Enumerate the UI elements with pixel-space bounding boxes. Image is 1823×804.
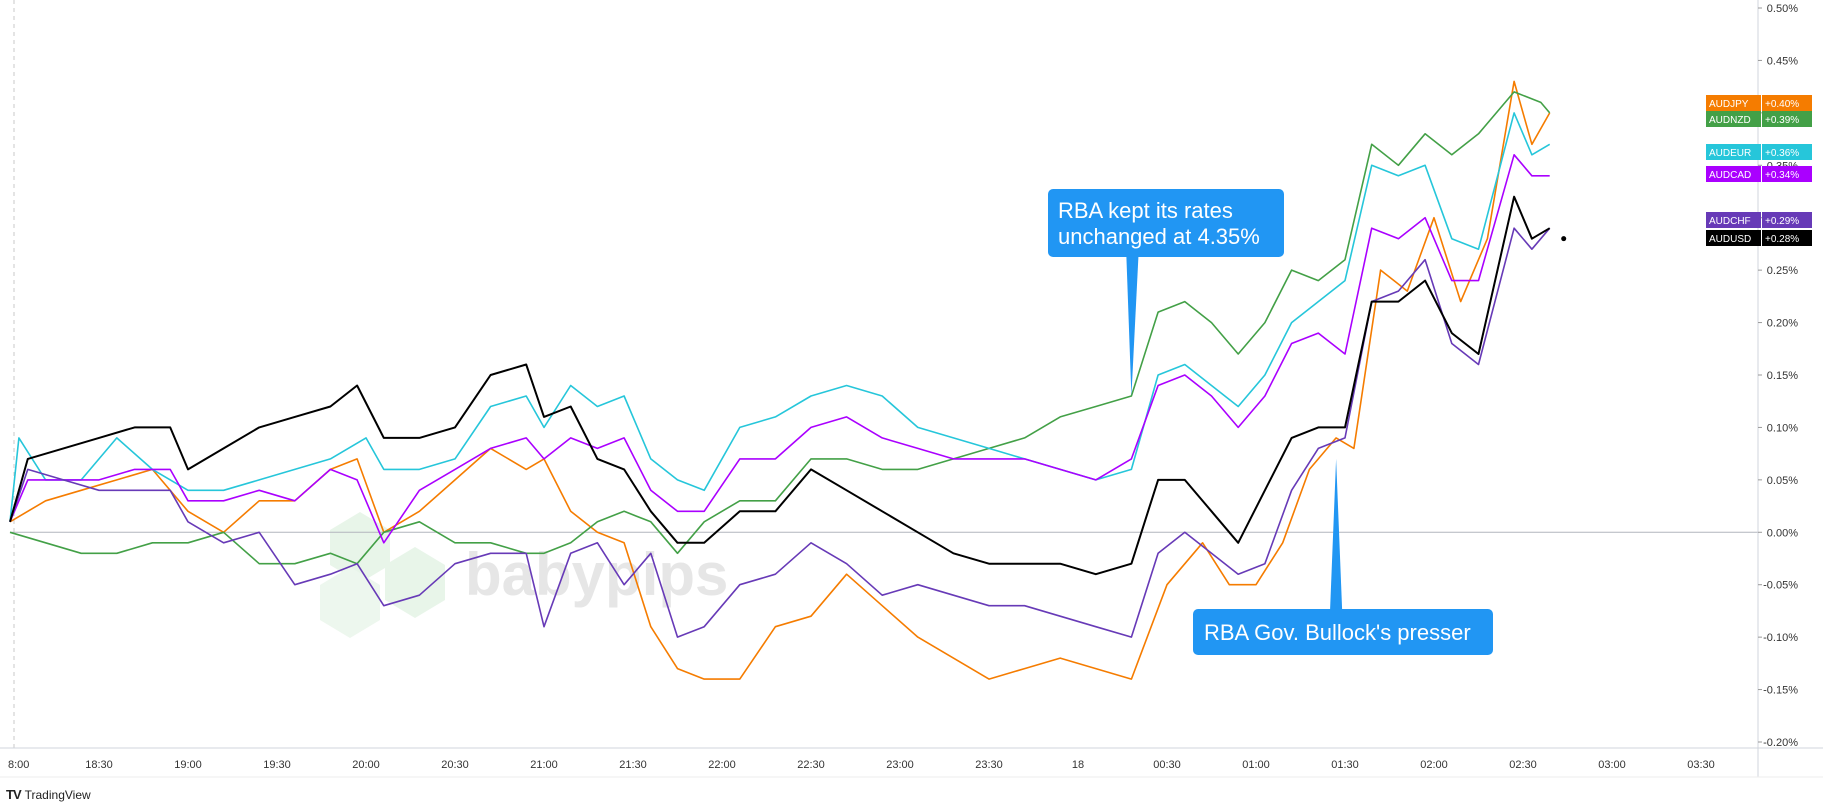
badge-name: AUDCAD [1709,170,1751,181]
badge-value: +0.39% [1765,115,1799,126]
badge-name: AUDCHF [1709,216,1751,227]
tradingview-logo-icon: TV [6,787,22,802]
badge-name: AUDJPY [1709,99,1749,110]
callout-box [1193,609,1493,655]
x-tick-label: 18 [1072,759,1084,771]
series-badges: AUDJPY +0.40% AUDNZD +0.39% AUDEUR +0.36% AUDC… [1706,95,1812,246]
badge-value: +0.29% [1765,216,1799,227]
brand: TV TradingView [6,787,91,802]
y-tick-label: 0.50% [1767,3,1798,15]
y-tick-label: 0.10% [1767,422,1798,434]
badge-name: AUDNZD [1709,115,1751,126]
watermark-hexagon [320,567,380,638]
series-line-audnzd [9,91,1551,565]
x-tick-label: 19:00 [174,759,202,771]
x-tick-label: 20:30 [441,759,469,771]
badge-value-bg [1762,111,1812,127]
badge-name-bg [1706,144,1761,160]
badge-name: AUDUSD [1709,234,1751,245]
x-tick-label: 01:30 [1331,759,1359,771]
badge-name-bg [1706,111,1761,127]
watermark-hexagon [385,547,445,618]
series-line-audusd [9,195,1551,576]
last-price-dot [1561,236,1567,242]
x-tick-label: 01:00 [1242,759,1270,771]
x-tick-label: 00:30 [1153,759,1181,771]
badge-audjpy: AUDJPY +0.40% [1706,95,1812,111]
badge-audcad: AUDCAD +0.34% [1706,166,1812,182]
x-tick-label: 23:30 [975,759,1003,771]
callout-box [1048,189,1284,257]
x-tick-label: 8:00 [8,759,29,771]
badge-audeur: AUDEUR +0.36% [1706,144,1812,160]
y-tick-label: 0.45% [1767,55,1798,67]
x-tick-label: 03:00 [1598,759,1626,771]
y-tick-label: -0.20% [1763,737,1798,749]
y-tick-label: 0.00% [1767,527,1798,539]
callout-pointer [1330,458,1343,609]
watermark-text: babypips [465,541,728,608]
badge-value: +0.34% [1765,170,1799,181]
series-line-audjpy [9,80,1551,680]
series-line-audcad [9,154,1550,544]
badge-audnzd: AUDNZD +0.39% [1706,111,1812,127]
x-tick-label: 22:30 [797,759,825,771]
series-line-audeur [9,112,1551,522]
y-tick-label: -0.05% [1763,580,1798,592]
callout-pointer [1126,257,1139,396]
series-lines [9,80,1567,680]
grid [0,0,1823,778]
badge-audusd: AUDUSD +0.28% [1706,230,1812,246]
badge-value-bg [1762,95,1812,111]
y-tick-label: 0.20% [1767,318,1798,330]
x-tick-label: 23:00 [886,759,914,771]
x-tick-label: 02:30 [1509,759,1537,771]
badge-value-bg [1762,230,1812,246]
y-tick-label: -0.10% [1763,632,1798,644]
x-tick-label: 02:00 [1420,759,1448,771]
callout-text-line: unchanged at 4.35% [1058,224,1260,249]
x-tick-label: 20:00 [352,759,380,771]
badge-name-bg [1706,166,1761,182]
badge-name: AUDEUR [1709,148,1751,159]
callout-bullock-presser: RBA Gov. Bullock's presser [1193,458,1493,655]
x-axis: 8:00 18:30 19:00 19:30 20:00 20:30 21:00 21:30 2… [8,759,1715,771]
x-tick-label: 21:00 [530,759,558,771]
x-tick-label: 21:30 [619,759,647,771]
badge-name-bg [1706,212,1761,228]
badge-value: +0.36% [1765,148,1799,159]
callout-text-line: RBA Gov. Bullock's presser [1204,620,1471,645]
series-line-audchf [9,227,1551,638]
x-tick-label: 18:30 [85,759,113,771]
x-tick-label: 22:00 [708,759,736,771]
callout-text-line: RBA kept its rates [1058,198,1233,223]
badge-value-bg [1762,166,1812,182]
watermark: babypips [320,512,728,638]
badge-value-bg [1762,212,1812,228]
brand-name: TradingView [24,787,91,802]
y-tick-label: 0.15% [1767,370,1798,382]
x-tick-label: 03:30 [1687,759,1715,771]
badge-value-bg [1762,144,1812,160]
badge-name-bg [1706,95,1761,111]
y-tick-label: -0.15% [1763,685,1798,697]
badge-value: +0.40% [1765,99,1799,110]
badge-name-bg [1706,230,1761,246]
y-tick-label: 0.05% [1767,475,1798,487]
y-tick-label: 0.25% [1767,265,1798,277]
watermark-hexagon [330,512,390,583]
badge-audchf: AUDCHF +0.29% [1706,212,1812,228]
x-tick-label: 19:30 [263,759,291,771]
badge-value: +0.28% [1765,234,1799,245]
